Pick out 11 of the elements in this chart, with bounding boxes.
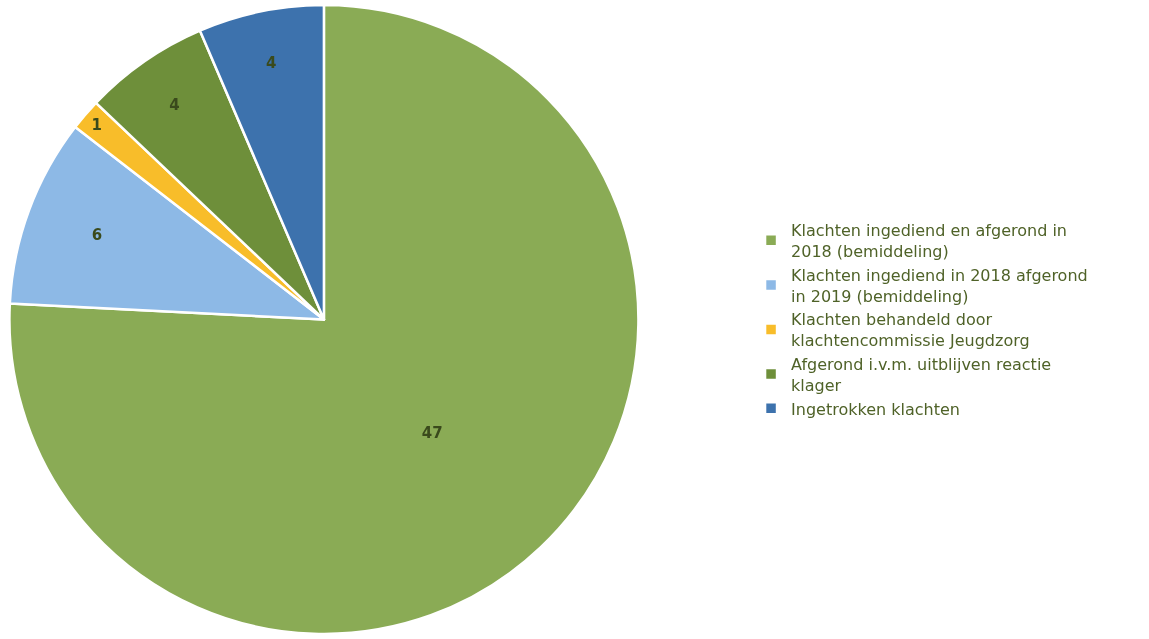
legend-label: Klachten ingediend in 2018 afgerond in 2019 (bemiddeling) xyxy=(791,265,1088,306)
pie-slice xyxy=(8,3,640,635)
data-label: 4 xyxy=(169,95,180,114)
data-label: 47 xyxy=(421,424,443,443)
legend-label: Klachten ingediend en afgerond in 2018 (bemiddeling) xyxy=(791,221,1067,261)
legend-label: Ingetrokken klachten xyxy=(791,399,960,419)
data-label: 4 xyxy=(266,54,277,73)
data-label: 6 xyxy=(91,226,103,245)
legend-label: Afgerond i.v.m. uitblijven reactie klager xyxy=(791,354,1052,395)
legend-label: Klachten behandeld door klachtencommissie Jeugdzorg xyxy=(791,310,1030,351)
data-label: 1 xyxy=(91,115,103,134)
